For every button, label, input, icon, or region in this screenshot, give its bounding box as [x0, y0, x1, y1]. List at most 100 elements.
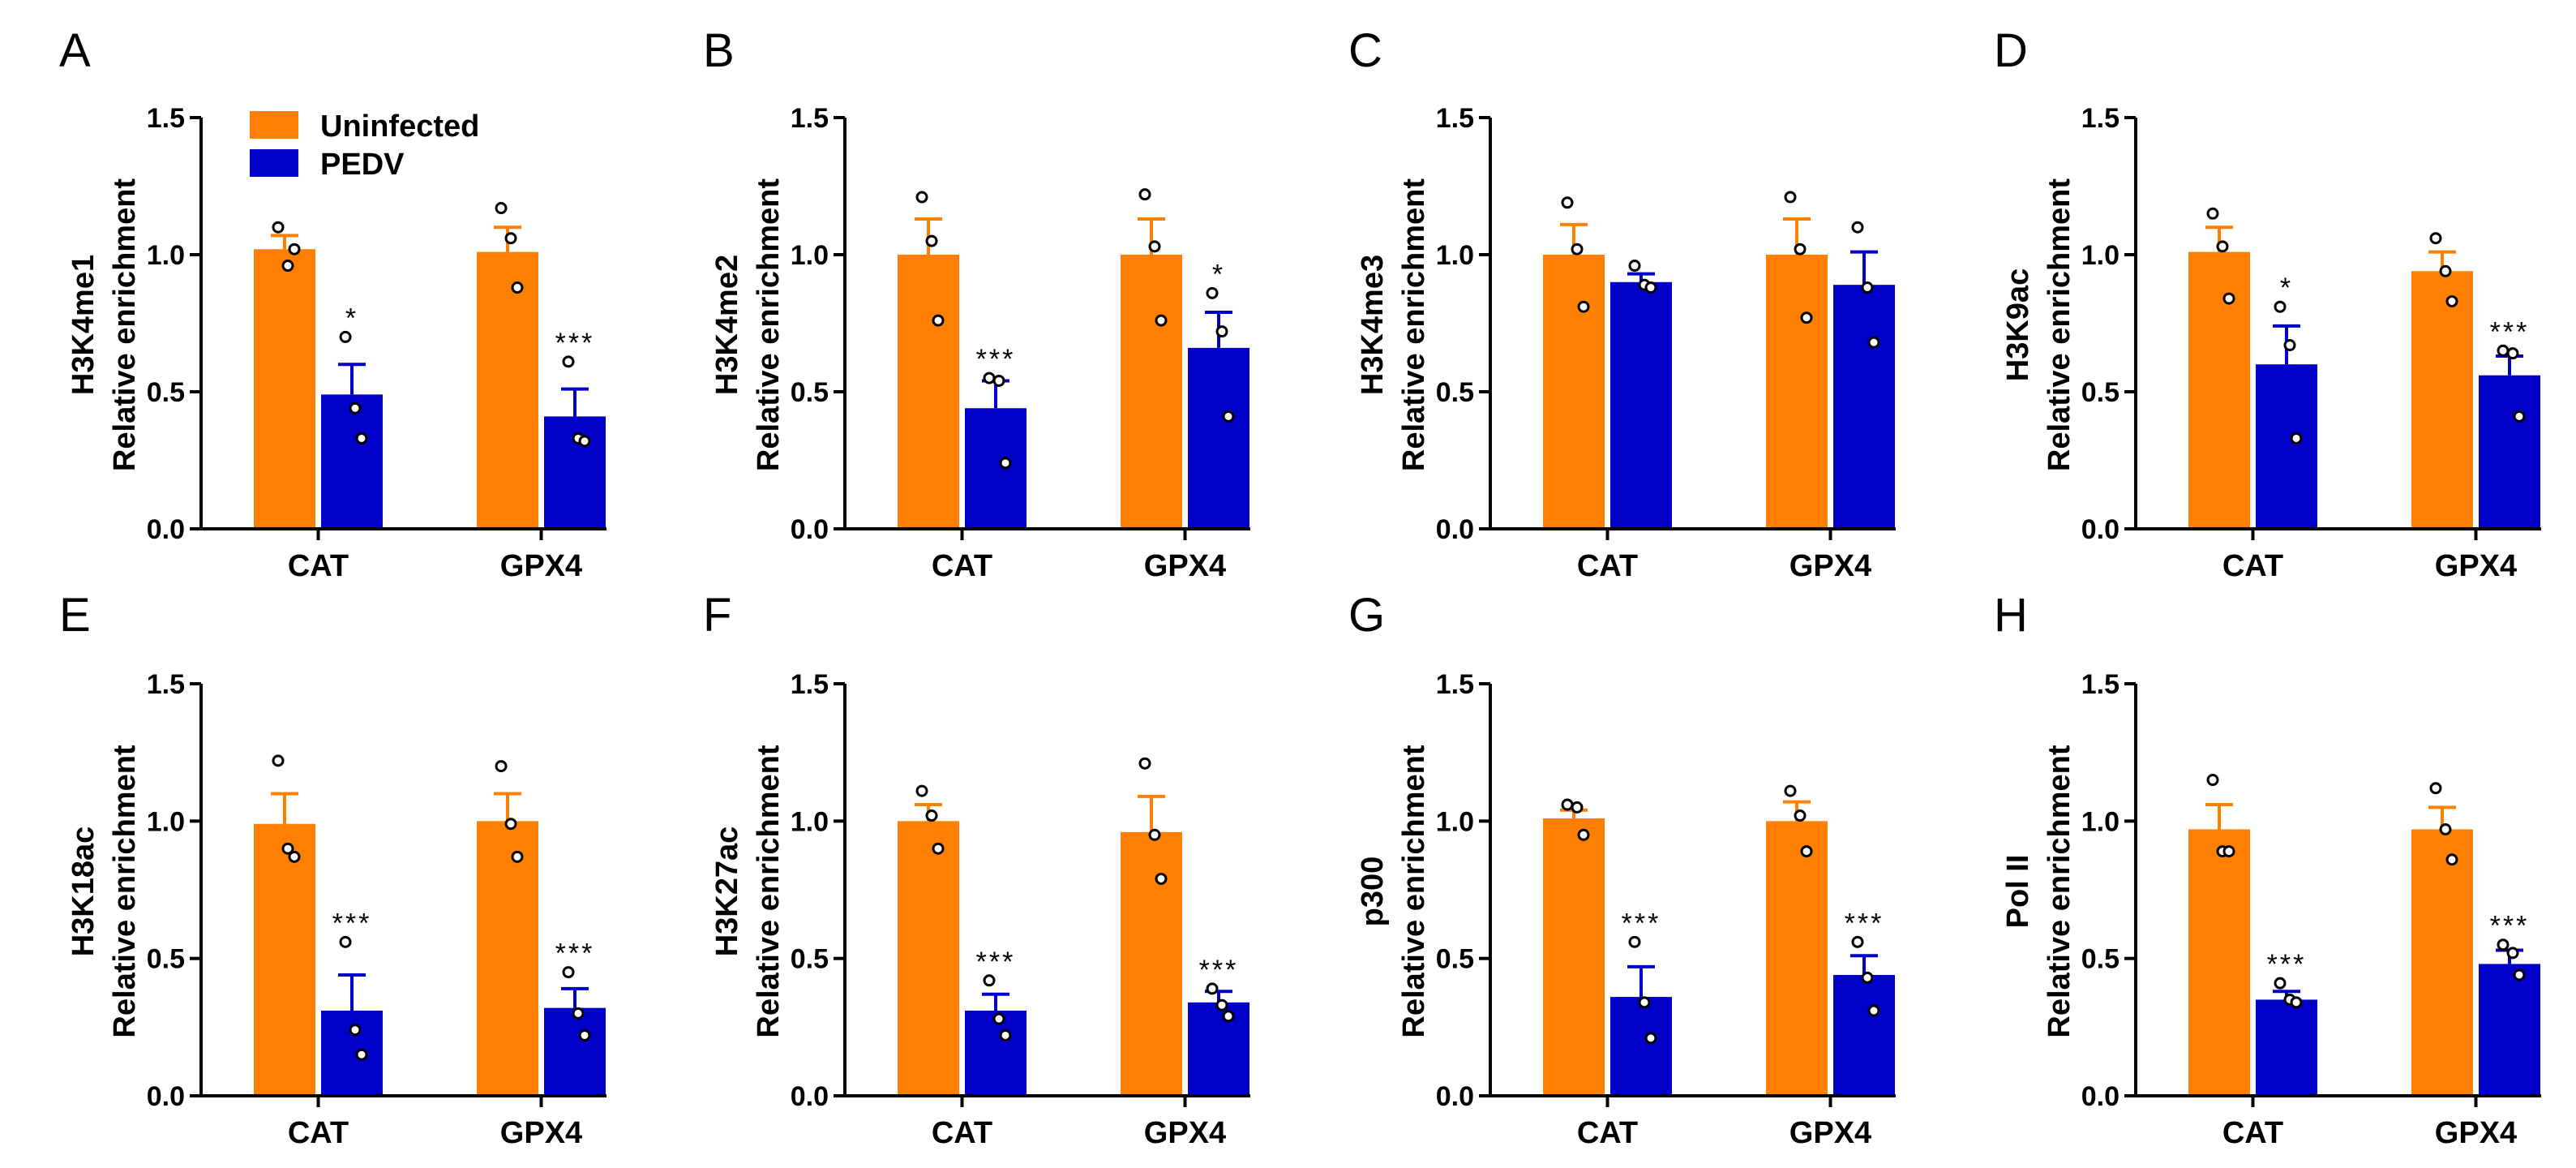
- bar-pedv-gpx4: [544, 1007, 606, 1096]
- data-point: [281, 260, 294, 273]
- y-axis-title: Relative enrichment: [752, 745, 786, 1037]
- x-tick-label: GPX4: [500, 549, 582, 583]
- data-point: [2283, 339, 2296, 352]
- bar-uninfected-gpx4: [2411, 271, 2473, 529]
- y-axis-title: Relative enrichment: [2042, 178, 2077, 471]
- bar-uninfected-gpx4: [2411, 829, 2473, 1096]
- y-tick-label: 0.0: [791, 1081, 829, 1112]
- x-tick-label: GPX4: [2435, 549, 2517, 583]
- data-point: [2445, 294, 2458, 307]
- bar-uninfected-cat: [898, 255, 959, 529]
- data-point: [2429, 232, 2442, 245]
- data-point: [1215, 325, 1228, 338]
- legend-swatch-uninfected: [250, 111, 298, 139]
- y-tick-label: 0.5: [1436, 377, 1474, 408]
- data-point: [2290, 432, 2303, 444]
- data-point: [932, 314, 945, 327]
- y-axis-title-marker: H3K9ac: [2001, 268, 2035, 381]
- data-point: [1851, 221, 1864, 234]
- data-point: [1861, 971, 1874, 984]
- panel-letter: B: [703, 24, 735, 77]
- data-point: [2513, 410, 2526, 423]
- data-point: [1784, 191, 1797, 204]
- data-point: [983, 974, 996, 987]
- y-tick-label: 1.0: [147, 806, 185, 837]
- y-axis-title-marker: H3K4me3: [1356, 255, 1390, 395]
- bar-uninfected-cat: [2188, 829, 2250, 1096]
- data-point: [932, 842, 945, 855]
- data-point: [1215, 998, 1228, 1011]
- y-tick-label: 0.0: [1436, 514, 1474, 545]
- y-axis-title-marker: H3K4me1: [66, 255, 101, 395]
- data-point: [1867, 1004, 1880, 1017]
- y-tick-label: 1.0: [791, 806, 829, 837]
- panel-letter: A: [59, 24, 91, 77]
- y-axis-title-marker: H3K18ac: [66, 827, 101, 957]
- bar-uninfected-cat: [1543, 818, 1605, 1096]
- panel-letter: F: [703, 589, 731, 642]
- x-tick-label: CAT: [288, 549, 349, 583]
- data-point: [2216, 240, 2229, 253]
- significance-label: ***: [555, 938, 595, 969]
- data-point: [2506, 347, 2519, 360]
- bar-uninfected-cat: [898, 821, 959, 1096]
- data-point: [2274, 300, 2287, 313]
- data-point: [495, 760, 508, 773]
- bar-pedv-cat: [2256, 999, 2317, 1096]
- data-point: [1638, 996, 1651, 1009]
- data-point: [999, 1028, 1012, 1041]
- x-tick-label: GPX4: [500, 1116, 582, 1150]
- y-tick-label: 1.5: [791, 669, 829, 700]
- significance-label: ***: [1199, 955, 1239, 986]
- y-tick-label: 1.5: [147, 669, 185, 700]
- data-point: [2439, 822, 2452, 835]
- data-point: [1644, 281, 1657, 294]
- y-tick-label: 1.5: [2081, 103, 2120, 134]
- bar-pedv-gpx4: [1833, 974, 1895, 1096]
- x-tick-label: CAT: [932, 549, 992, 583]
- data-point: [1571, 801, 1584, 814]
- bar-uninfected-gpx4: [1121, 255, 1182, 529]
- data-point: [355, 1048, 368, 1061]
- data-point: [349, 402, 362, 414]
- panel-letter: C: [1348, 24, 1382, 77]
- legend: Uninfected PEDV: [250, 110, 479, 182]
- data-point: [1861, 281, 1874, 294]
- x-tick-label: GPX4: [1789, 1116, 1871, 1150]
- y-tick-label: 1.5: [1436, 103, 1474, 134]
- bar-pedv-cat: [1610, 281, 1672, 529]
- y-tick-label: 0.0: [2081, 1081, 2120, 1112]
- bar-uninfected-cat: [254, 249, 315, 529]
- y-tick-label: 0.0: [147, 514, 185, 545]
- bar-uninfected-cat: [1543, 255, 1605, 529]
- data-point: [1148, 240, 1161, 253]
- data-point: [1577, 300, 1590, 313]
- y-tick-label: 0.0: [147, 1081, 185, 1112]
- y-axis-title: Relative enrichment: [108, 745, 142, 1037]
- bar-uninfected-cat: [254, 823, 315, 1096]
- data-point: [2290, 996, 2303, 1009]
- data-point: [339, 935, 352, 948]
- bar-pedv-cat: [321, 1011, 383, 1096]
- y-tick-label: 0.5: [791, 377, 829, 408]
- y-tick-label: 0.5: [147, 377, 185, 408]
- bar-uninfected-gpx4: [477, 821, 538, 1096]
- y-tick-label: 1.5: [1436, 669, 1474, 700]
- panel-letter: G: [1348, 589, 1385, 642]
- data-point: [1628, 260, 1641, 273]
- data-point: [2206, 207, 2219, 220]
- y-tick-label: 0.5: [147, 944, 185, 975]
- y-axis-title-marker: Pol II: [2001, 855, 2035, 929]
- data-point: [2222, 845, 2235, 858]
- y-axis-title: Relative enrichment: [1397, 178, 1431, 471]
- y-tick-label: 0.5: [2081, 944, 2120, 975]
- y-axis-title-marker: H3K27ac: [710, 827, 744, 957]
- data-point: [1800, 845, 1813, 858]
- data-point: [2439, 264, 2452, 277]
- data-point: [562, 355, 575, 368]
- data-point: [504, 232, 517, 245]
- data-point: [1148, 828, 1161, 841]
- y-tick-label: 0.0: [791, 514, 829, 545]
- x-tick-label: CAT: [2222, 1116, 2283, 1150]
